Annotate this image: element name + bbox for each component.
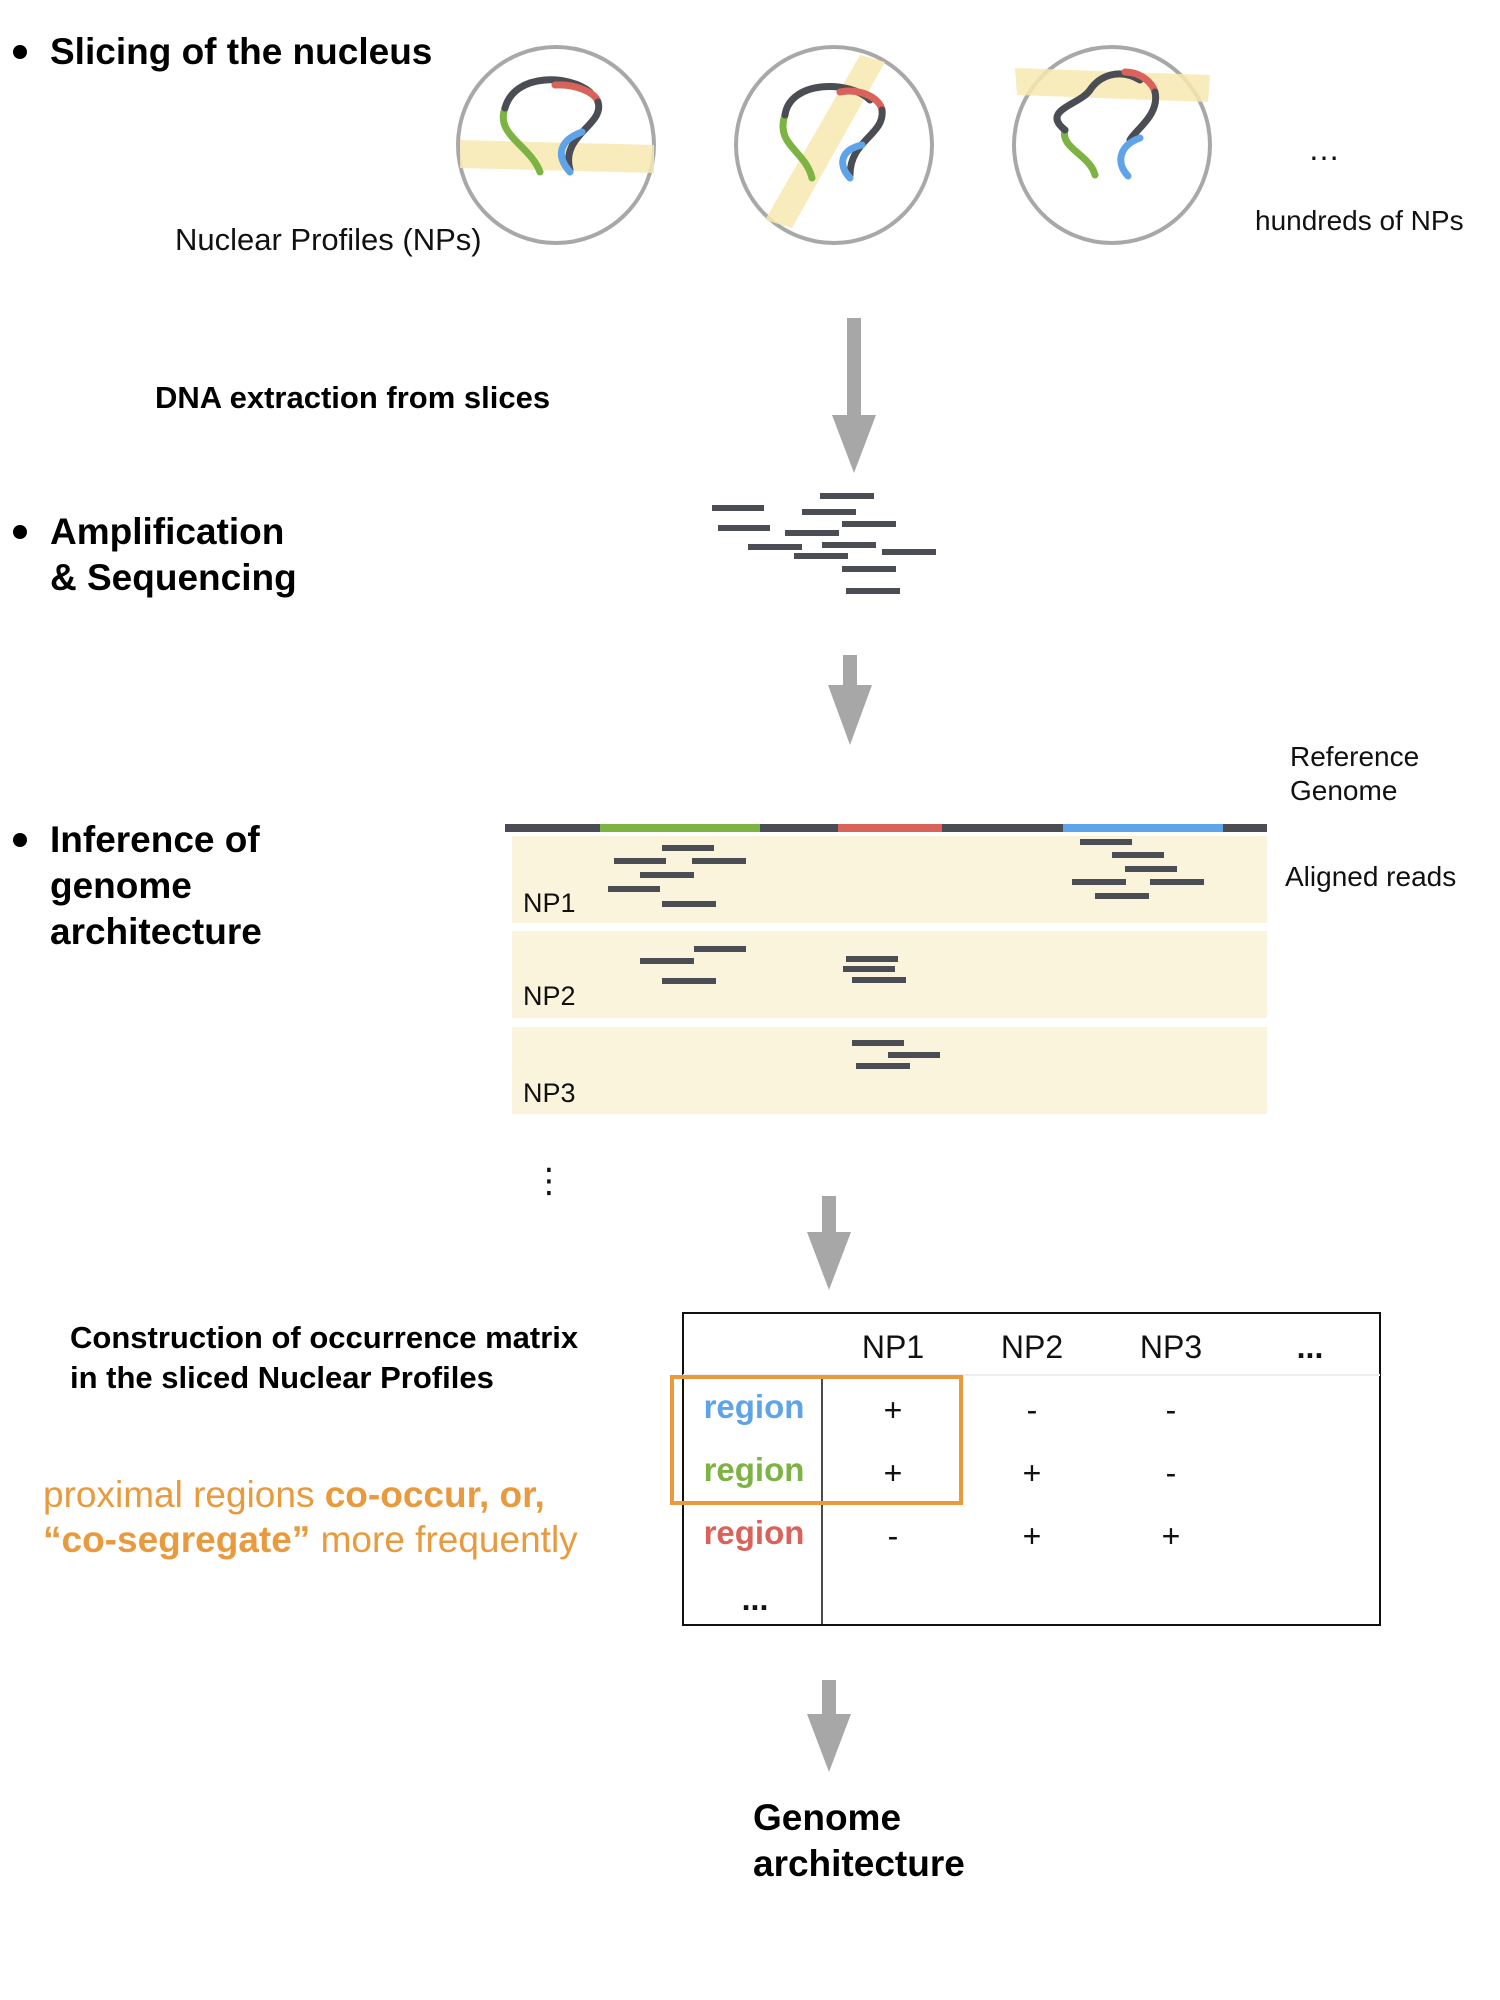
- note-text: proximal regions: [43, 1474, 325, 1515]
- matrix-cell: +: [1023, 1455, 1042, 1491]
- nucleus-profile-2: [734, 45, 934, 245]
- step-inference-title-line3: architecture: [50, 911, 262, 952]
- matrix-more-rows: ...: [742, 1581, 769, 1617]
- aligned-reads-np2: [640, 946, 906, 984]
- hundreds-of-nps-label: hundreds of NPs: [1255, 205, 1464, 236]
- co-segregation-note-line2: “co-segregate” more frequently: [43, 1519, 578, 1560]
- reference-genome-bar: [505, 824, 1267, 832]
- matrix-cell: -: [1166, 1392, 1177, 1428]
- step-amplification-title-line1: Amplification: [50, 511, 284, 552]
- nuclear-profiles-label: Nuclear Profiles (NPs): [175, 222, 482, 257]
- arrow-down-1: [832, 318, 876, 473]
- step-construction-title-line2: in the sliced Nuclear Profiles: [70, 1360, 494, 1395]
- result-title-line1: Genome: [753, 1797, 901, 1838]
- arrow-down-4: [807, 1680, 851, 1772]
- step-construction-title-line1: Construction of occurrence matrix: [70, 1320, 579, 1355]
- matrix-cell: +: [884, 1455, 903, 1491]
- note-emphasis: co-occur, or,: [325, 1474, 545, 1515]
- arrow-down-3: [807, 1196, 851, 1290]
- step-amplification-title-line2: & Sequencing: [50, 557, 297, 598]
- alignment-row-label: NP2: [523, 981, 576, 1011]
- matrix-row-label-blue-region: region: [704, 1388, 805, 1425]
- dna-extraction-label: DNA extraction from slices: [155, 380, 550, 415]
- reference-genome-label-line2: Genome: [1290, 775, 1397, 806]
- more-profiles-ellipsis: …: [1308, 131, 1340, 167]
- matrix-column-header: NP3: [1140, 1329, 1202, 1365]
- co-occurrence-highlight-box: [670, 1375, 963, 1505]
- bullet-slicing: [13, 45, 27, 59]
- note-emphasis: “co-segregate”: [43, 1519, 310, 1560]
- aligned-reads-label: Aligned reads: [1285, 861, 1456, 892]
- matrix-row-label-red-region: region: [704, 1514, 805, 1551]
- matrix-column-header: NP2: [1001, 1329, 1063, 1365]
- step-inference-title-line1: Inference of: [50, 819, 260, 860]
- sequencing-reads: [712, 493, 936, 594]
- bullet-inference: [13, 833, 27, 847]
- slice-band: [1015, 68, 1210, 102]
- matrix-cell: +: [1023, 1518, 1042, 1554]
- alignment-row-label: NP1: [523, 888, 576, 918]
- alignment-row-label: NP3: [523, 1078, 576, 1108]
- step-inference-title-line2: genome: [50, 865, 192, 906]
- reference-genome-label-line1: Reference: [1290, 741, 1419, 772]
- more-rows-vertical-ellipsis: ⋮: [532, 1162, 566, 1200]
- note-text: more frequently: [310, 1519, 578, 1560]
- matrix-row-label-green-region: region: [704, 1451, 805, 1488]
- arrow-down-2: [828, 655, 872, 745]
- slice-band: [765, 55, 885, 228]
- matrix-cell: -: [1027, 1392, 1038, 1428]
- bullet-amplification: [13, 525, 27, 539]
- co-segregation-note-line1: proximal regions co-occur, or,: [43, 1474, 545, 1515]
- nucleus-profile-1: [456, 45, 656, 245]
- aligned-reads-np1: [608, 839, 1204, 907]
- matrix-cell: +: [884, 1392, 903, 1428]
- matrix-column-header: NP1: [862, 1329, 924, 1365]
- occurrence-matrix: NP1 NP2 NP3 ... region region region ...…: [670, 1312, 1381, 1626]
- matrix-cell: -: [1166, 1455, 1177, 1491]
- aligned-reads-panel-np1: [512, 836, 1267, 923]
- step-slicing-title: Slicing of the nucleus: [50, 31, 432, 72]
- aligned-reads-np3: [852, 1040, 940, 1069]
- matrix-column-header: ...: [1297, 1329, 1324, 1365]
- matrix-border: [682, 1312, 1381, 1626]
- matrix-cell: -: [888, 1518, 899, 1554]
- result-title-line2: architecture: [753, 1843, 965, 1884]
- aligned-reads-panel-np2: [512, 931, 1267, 1018]
- matrix-cell: +: [1162, 1518, 1181, 1554]
- slice-band: [460, 140, 654, 173]
- nucleus-profile-3: [1012, 45, 1212, 245]
